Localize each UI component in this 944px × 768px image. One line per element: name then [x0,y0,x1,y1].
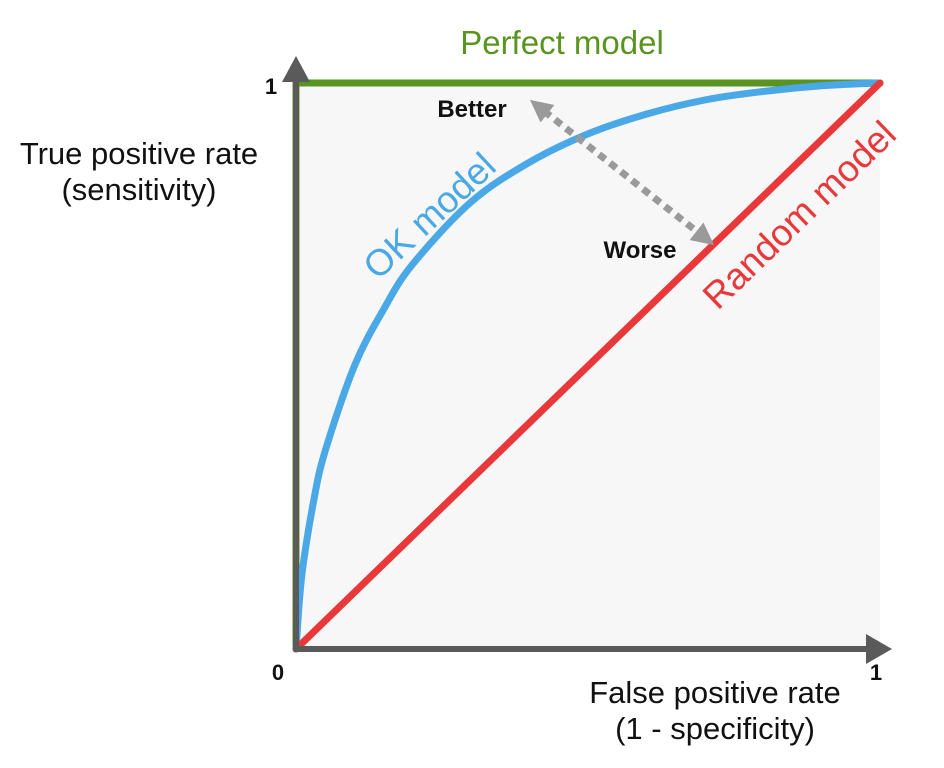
axes [282,56,892,664]
better-annotation: Better [437,96,506,123]
series-ok-model [292,79,884,653]
y-axis-arrowhead [282,56,310,82]
x-tick-0: 0 [272,660,284,685]
worse-annotation: Worse [604,237,677,264]
x-axis-label-line1: False positive rate [589,675,841,710]
y-axis-label-line2: (sensitivity) [61,172,217,207]
y-axis-label-line1: True positive rate [19,136,259,171]
x-axis-arrowhead [866,634,892,664]
y-axis-label: True positive rate (sensitivity) [0,136,278,208]
x-axis-label: False positive rate (1 - specificity) [560,675,870,747]
better-worse-arrow [529,99,715,246]
series-label-perfect: Perfect model [460,24,664,61]
x-axis-label-line2: (1 - specificity) [615,711,815,746]
y-tick-1: 1 [265,74,277,99]
x-tick-1: 1 [870,660,882,685]
series-random-model [292,79,884,653]
